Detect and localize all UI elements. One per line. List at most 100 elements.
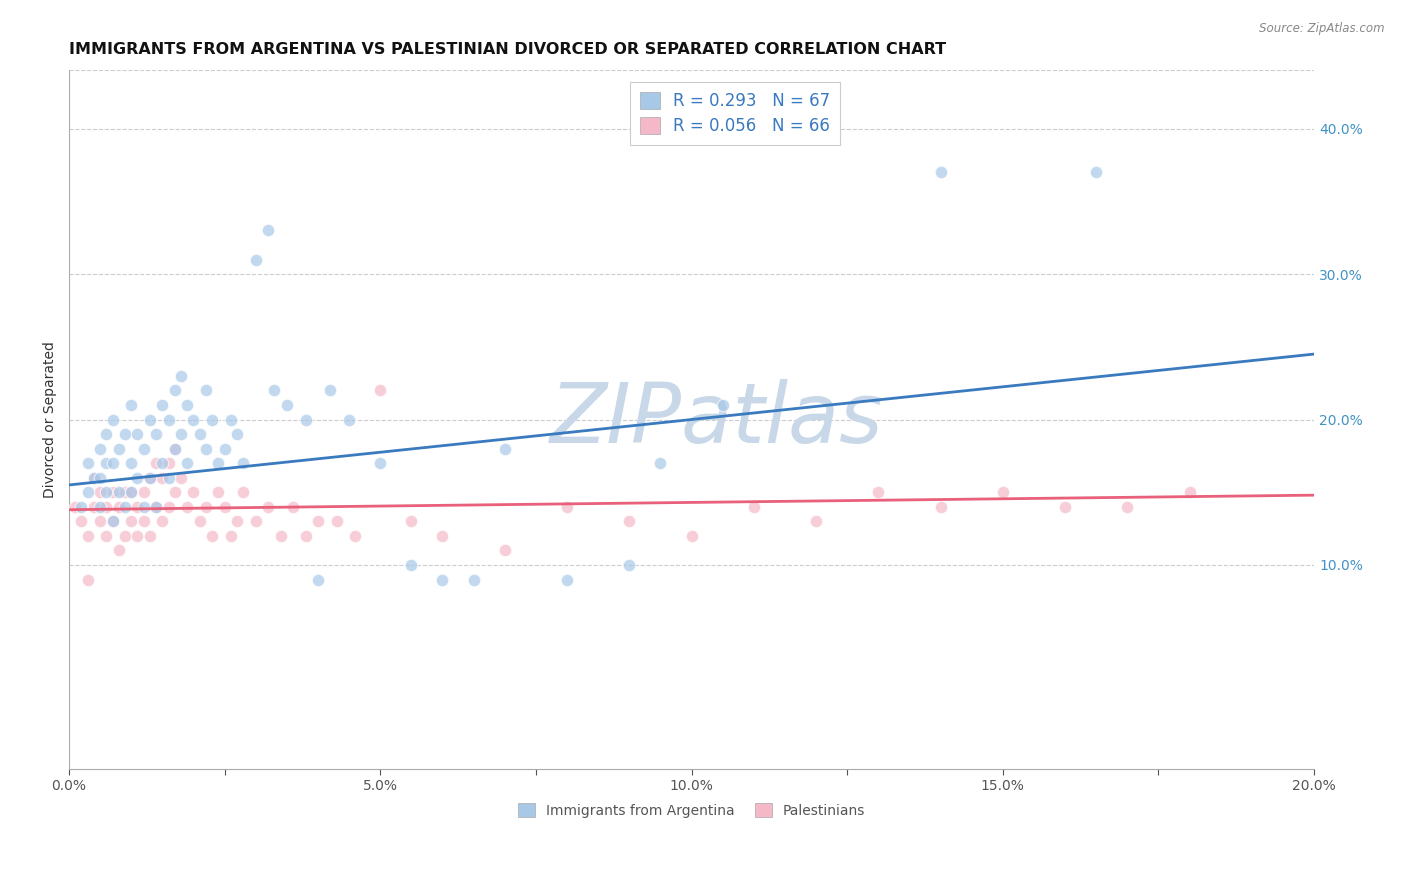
Point <box>132 485 155 500</box>
Point <box>132 442 155 456</box>
Point <box>114 427 136 442</box>
Point <box>1116 500 1139 514</box>
Point <box>89 514 111 528</box>
Point <box>145 427 167 442</box>
Legend: Immigrants from Argentina, Palestinians: Immigrants from Argentina, Palestinians <box>510 796 872 824</box>
Point <box>188 514 211 528</box>
Point <box>463 573 485 587</box>
Point <box>201 412 224 426</box>
Point <box>89 485 111 500</box>
Point <box>150 398 173 412</box>
Text: ZIPatlas: ZIPatlas <box>550 379 883 460</box>
Point <box>368 456 391 470</box>
Point <box>307 573 329 587</box>
Point <box>401 558 423 572</box>
Point <box>139 529 162 543</box>
Point <box>83 471 105 485</box>
Point <box>107 500 129 514</box>
Point <box>139 412 162 426</box>
Point <box>83 500 105 514</box>
Point <box>232 456 254 470</box>
Point <box>232 485 254 500</box>
Point <box>494 543 516 558</box>
Point <box>742 500 765 514</box>
Point <box>163 442 186 456</box>
Point <box>127 427 149 442</box>
Point <box>107 442 129 456</box>
Point <box>263 384 285 398</box>
Point <box>868 485 890 500</box>
Point <box>120 485 142 500</box>
Point <box>96 427 118 442</box>
Point <box>139 471 162 485</box>
Point <box>176 398 198 412</box>
Point <box>1054 500 1077 514</box>
Point <box>157 456 180 470</box>
Point <box>207 485 229 500</box>
Point <box>63 500 86 514</box>
Point <box>804 514 827 528</box>
Point <box>219 529 242 543</box>
Point <box>194 500 217 514</box>
Point <box>157 412 180 426</box>
Point <box>114 485 136 500</box>
Point <box>132 500 155 514</box>
Point <box>294 412 316 426</box>
Point <box>150 456 173 470</box>
Point <box>114 529 136 543</box>
Text: Source: ZipAtlas.com: Source: ZipAtlas.com <box>1260 22 1385 36</box>
Point <box>219 412 242 426</box>
Point <box>163 384 186 398</box>
Point <box>157 500 180 514</box>
Point <box>226 427 249 442</box>
Point <box>257 223 280 237</box>
Point <box>170 471 193 485</box>
Point <box>70 500 93 514</box>
Point <box>325 514 347 528</box>
Point <box>276 398 298 412</box>
Point <box>145 500 167 514</box>
Point <box>555 573 578 587</box>
Point <box>319 384 342 398</box>
Point <box>1085 165 1108 179</box>
Point <box>281 500 304 514</box>
Point <box>432 573 454 587</box>
Point <box>101 412 124 426</box>
Point <box>150 514 173 528</box>
Point <box>176 456 198 470</box>
Point <box>555 500 578 514</box>
Point <box>170 368 193 383</box>
Point <box>145 456 167 470</box>
Point <box>929 165 952 179</box>
Point <box>70 514 93 528</box>
Point <box>120 456 142 470</box>
Point <box>176 500 198 514</box>
Point <box>170 427 193 442</box>
Point <box>76 529 98 543</box>
Point <box>401 514 423 528</box>
Point <box>183 412 205 426</box>
Point <box>114 500 136 514</box>
Point <box>89 442 111 456</box>
Point <box>120 514 142 528</box>
Point <box>89 471 111 485</box>
Point <box>337 412 360 426</box>
Point <box>96 500 118 514</box>
Point <box>76 456 98 470</box>
Point <box>270 529 292 543</box>
Point <box>991 485 1014 500</box>
Point <box>96 485 118 500</box>
Point <box>1178 485 1201 500</box>
Point <box>194 384 217 398</box>
Point <box>183 485 205 500</box>
Point <box>188 427 211 442</box>
Point <box>96 529 118 543</box>
Point <box>194 442 217 456</box>
Point <box>929 500 952 514</box>
Point <box>294 529 316 543</box>
Point <box>83 471 105 485</box>
Point <box>214 442 236 456</box>
Point <box>257 500 280 514</box>
Point <box>650 456 672 470</box>
Point <box>207 456 229 470</box>
